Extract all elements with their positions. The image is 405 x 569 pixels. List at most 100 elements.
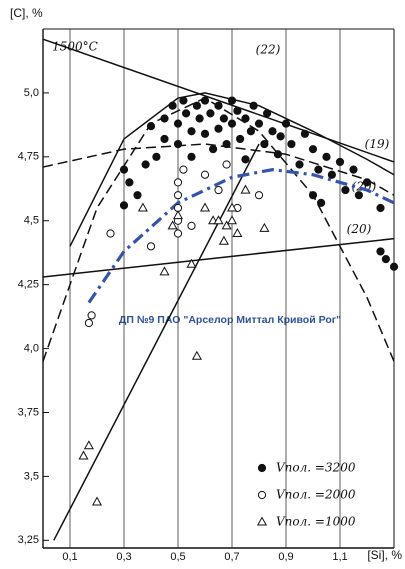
- legend-label: Vпол. =2000: [276, 488, 356, 502]
- point: [376, 247, 385, 256]
- point: [335, 157, 345, 167]
- point: [241, 114, 250, 123]
- point: [232, 228, 243, 238]
- point: [254, 191, 264, 200]
- x-tick-label: 1,1: [332, 551, 347, 563]
- point: [78, 450, 89, 460]
- point: [160, 134, 169, 144]
- point: [187, 221, 196, 230]
- point: [219, 114, 228, 123]
- x-tick-label: 0,3: [116, 551, 131, 563]
- point: [179, 96, 188, 105]
- point: [354, 191, 363, 200]
- point: [152, 152, 161, 161]
- point: [168, 101, 177, 110]
- legend-label: Vпол. =3200: [276, 461, 356, 475]
- x-tick-label: 0,7: [224, 551, 239, 563]
- point: [182, 109, 191, 118]
- curve: [42, 237, 395, 278]
- point: [233, 106, 242, 115]
- point: [322, 152, 331, 161]
- point: [173, 178, 183, 187]
- point: [295, 160, 304, 169]
- y-tick-label: 4,75: [18, 151, 39, 163]
- point: [106, 229, 115, 238]
- point: [159, 266, 170, 276]
- point: [218, 235, 229, 245]
- x-tick-label: 0,5: [170, 551, 185, 563]
- point: [349, 165, 358, 174]
- point: [206, 109, 215, 118]
- point: [254, 119, 264, 128]
- point: [195, 114, 204, 123]
- point: [381, 254, 390, 264]
- point: [241, 155, 250, 164]
- point: [191, 350, 202, 360]
- y-tick-label: 4,5: [24, 215, 39, 227]
- point: [146, 242, 156, 251]
- point: [376, 203, 385, 213]
- point: [249, 101, 258, 110]
- point: [133, 191, 142, 200]
- point: [83, 440, 94, 450]
- point: [179, 165, 188, 174]
- point: [240, 184, 251, 194]
- curve-label: (19): [365, 137, 390, 151]
- point: [173, 139, 183, 149]
- curve-label: (22): [256, 43, 281, 57]
- point: [263, 109, 272, 118]
- point: [308, 191, 318, 200]
- curve: [42, 97, 395, 362]
- y-tick-label: 5,0: [24, 87, 39, 99]
- point: [227, 96, 237, 105]
- point: [300, 129, 309, 138]
- point: [246, 127, 255, 136]
- point: [341, 185, 350, 195]
- point: [125, 178, 134, 187]
- y-tick-label: 4,0: [24, 342, 39, 354]
- y-axis-title: [C], %: [10, 6, 43, 20]
- legend-marker: [257, 463, 267, 473]
- point: [119, 165, 129, 174]
- point: [314, 165, 323, 174]
- curve: [42, 38, 395, 163]
- point: [276, 132, 285, 141]
- point: [260, 139, 269, 149]
- y-tick-label: 3,75: [18, 406, 39, 418]
- point: [87, 311, 96, 320]
- x-axis-title: [Si], %: [367, 548, 402, 562]
- point: [119, 201, 129, 210]
- point: [146, 122, 156, 131]
- point: [362, 178, 372, 187]
- point: [91, 496, 103, 506]
- point: [173, 119, 183, 128]
- point: [192, 101, 201, 110]
- point: [160, 114, 169, 123]
- point: [213, 215, 224, 225]
- point: [173, 229, 183, 238]
- curve: [42, 143, 395, 196]
- point: [308, 145, 318, 154]
- x-tick-label: 0,9: [278, 551, 293, 563]
- point: [221, 220, 232, 230]
- legend-label: Vпол. =1000: [276, 515, 356, 529]
- point: [214, 101, 223, 110]
- point: [141, 160, 150, 169]
- point: [167, 220, 178, 230]
- point: [214, 185, 223, 195]
- point: [187, 152, 196, 161]
- point: [200, 96, 210, 105]
- point: [200, 170, 210, 179]
- point: [222, 139, 231, 149]
- point: [187, 127, 196, 136]
- point: [200, 129, 210, 138]
- curve-label: 1500°C: [52, 40, 98, 54]
- y-tick-label: 4,25: [18, 279, 39, 291]
- point: [214, 124, 223, 133]
- point: [236, 134, 245, 144]
- legend-marker: [257, 490, 267, 500]
- point: [209, 145, 218, 154]
- point: [327, 170, 336, 179]
- point: [281, 119, 291, 128]
